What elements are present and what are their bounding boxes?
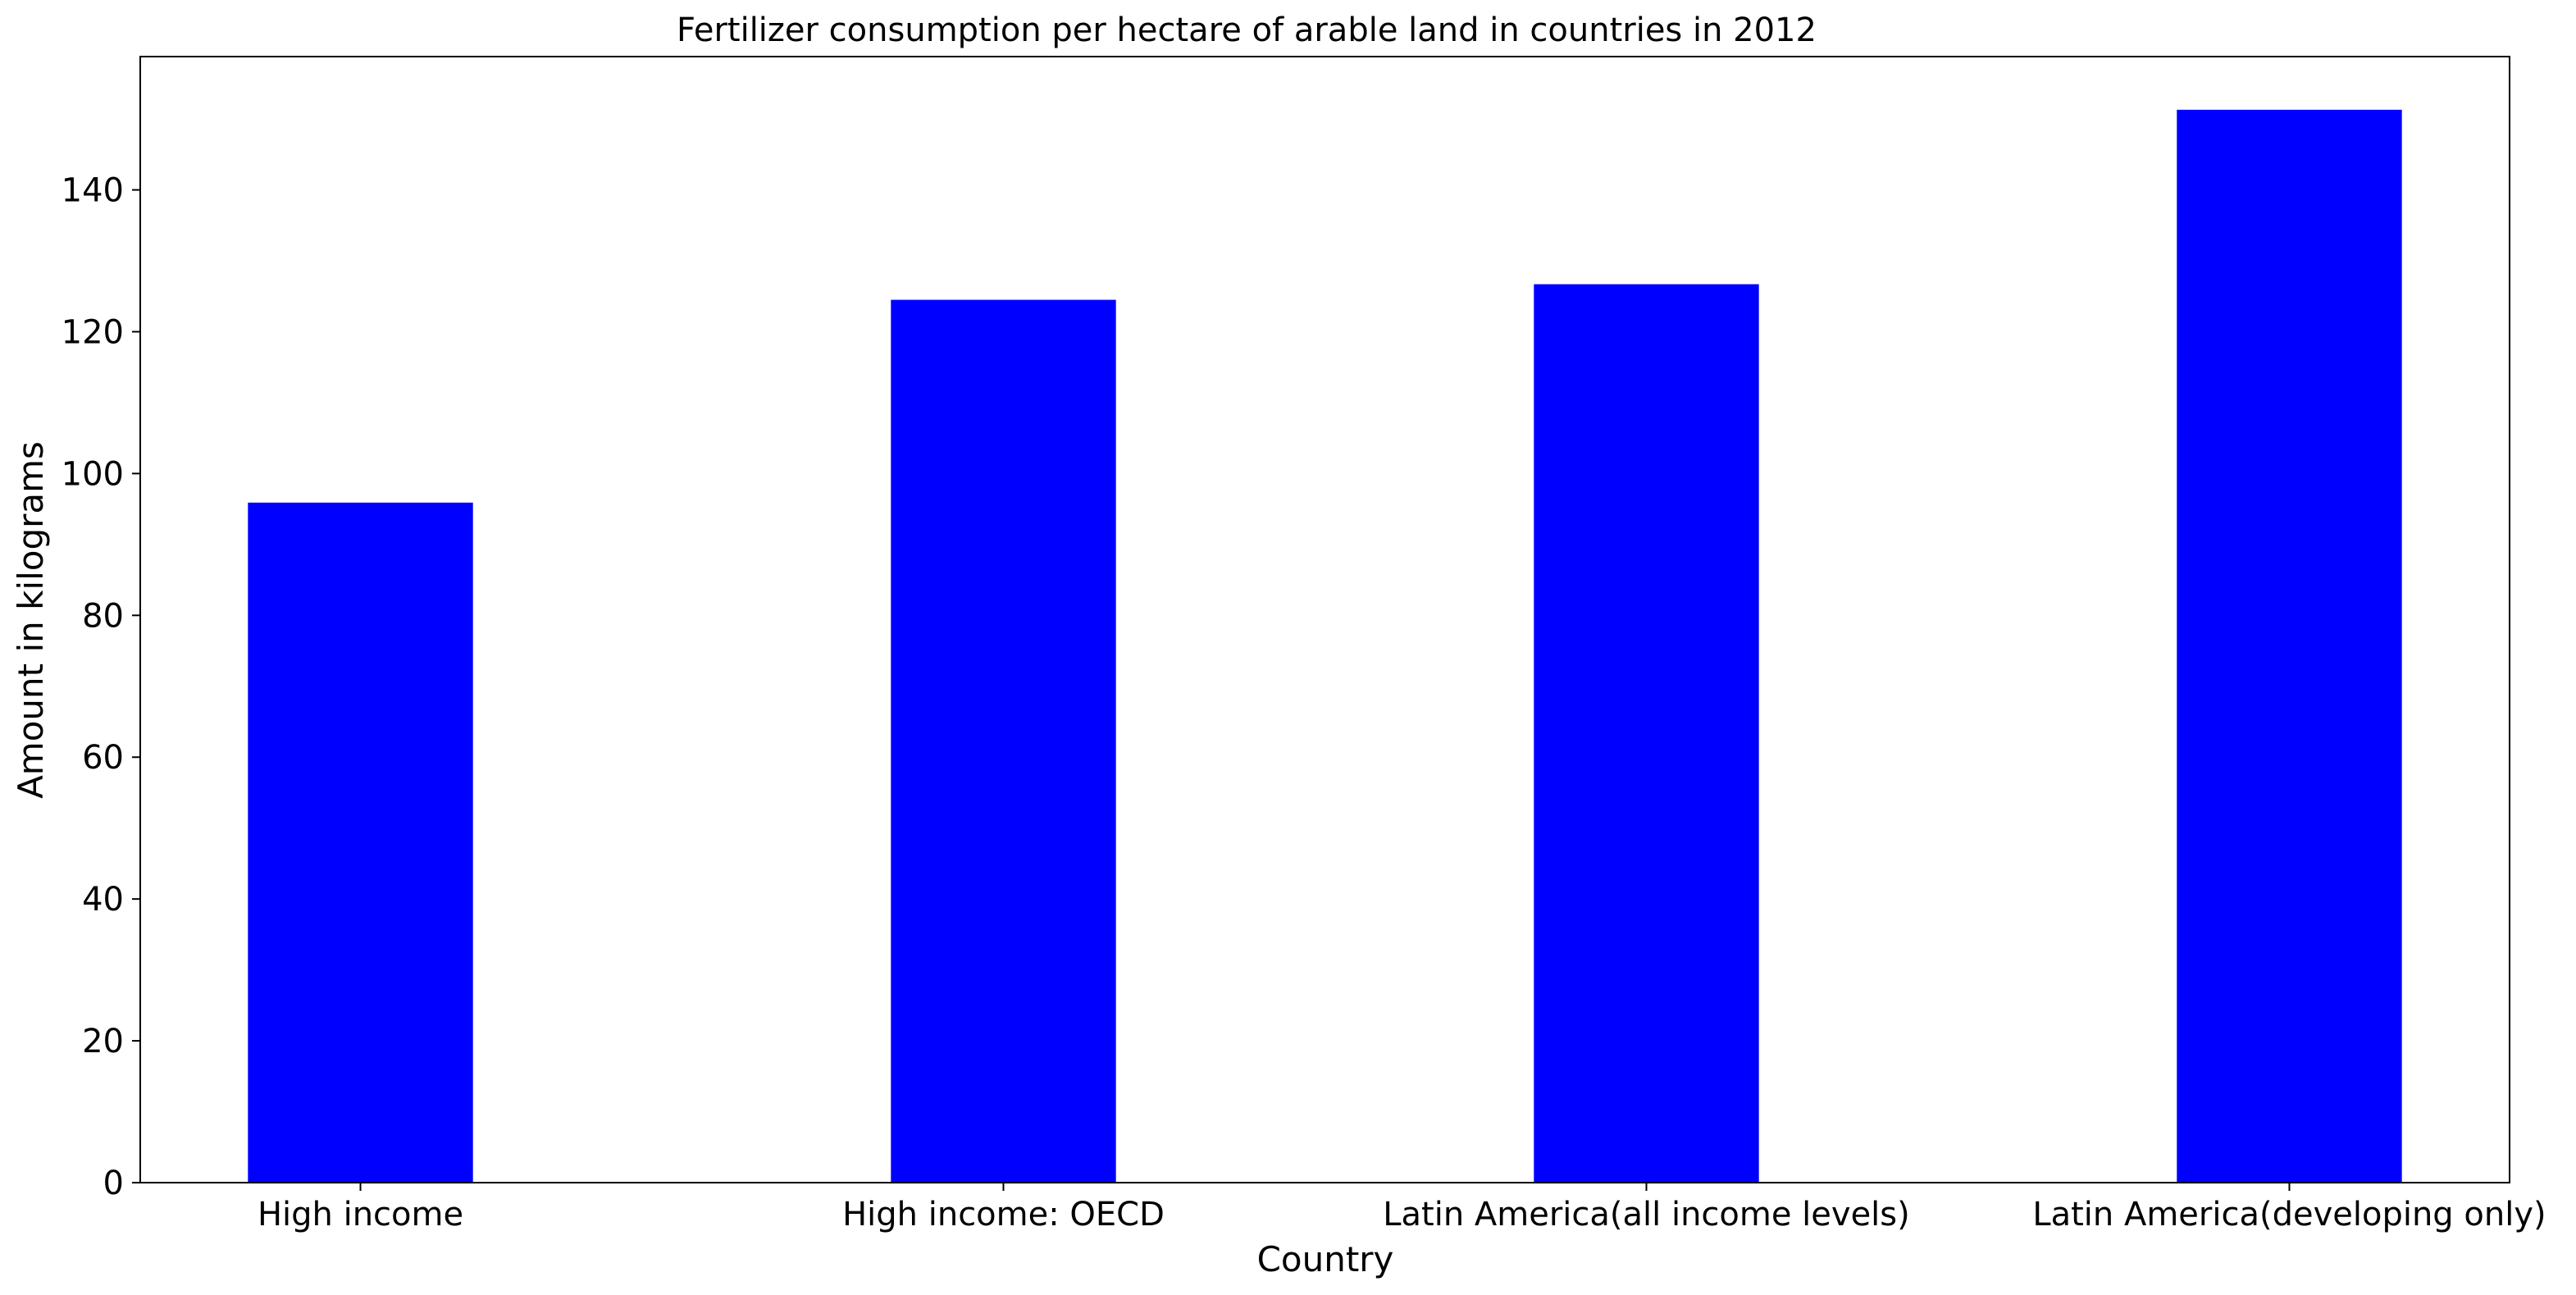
y-axis-label: Amount in kilograms xyxy=(11,441,51,799)
chart-title: Fertilizer consumption per hectare of ar… xyxy=(677,11,1817,49)
bar xyxy=(2177,109,2402,1183)
y-tick-label: 140 xyxy=(62,172,124,210)
x-axis-ticks: High income High income: OECD Latin Americ… xyxy=(258,1183,2546,1233)
y-tick-label: 20 xyxy=(82,1023,124,1060)
x-tick-label: Latin America(developing only) xyxy=(2032,1196,2546,1233)
x-tick-label: High income xyxy=(258,1196,463,1233)
bar xyxy=(891,299,1116,1183)
y-tick-label: 40 xyxy=(82,881,124,919)
bar xyxy=(248,502,473,1183)
y-tick-label: 100 xyxy=(62,455,124,493)
plot-area-frame xyxy=(139,56,2510,1183)
y-tick-label: 120 xyxy=(62,313,124,351)
x-tick-label: High income: OECD xyxy=(842,1196,1165,1233)
x-tick-label: Latin America(all income levels) xyxy=(1383,1196,1910,1233)
bar xyxy=(1534,284,1759,1183)
y-tick-label: 0 xyxy=(103,1165,124,1202)
y-axis-ticks: 0 20 40 60 80 100 120 140 xyxy=(62,172,140,1202)
bars xyxy=(248,109,2402,1183)
y-tick-label: 60 xyxy=(82,739,124,777)
x-axis-label: Country xyxy=(1257,1239,1394,1279)
y-tick-label: 80 xyxy=(82,597,124,635)
